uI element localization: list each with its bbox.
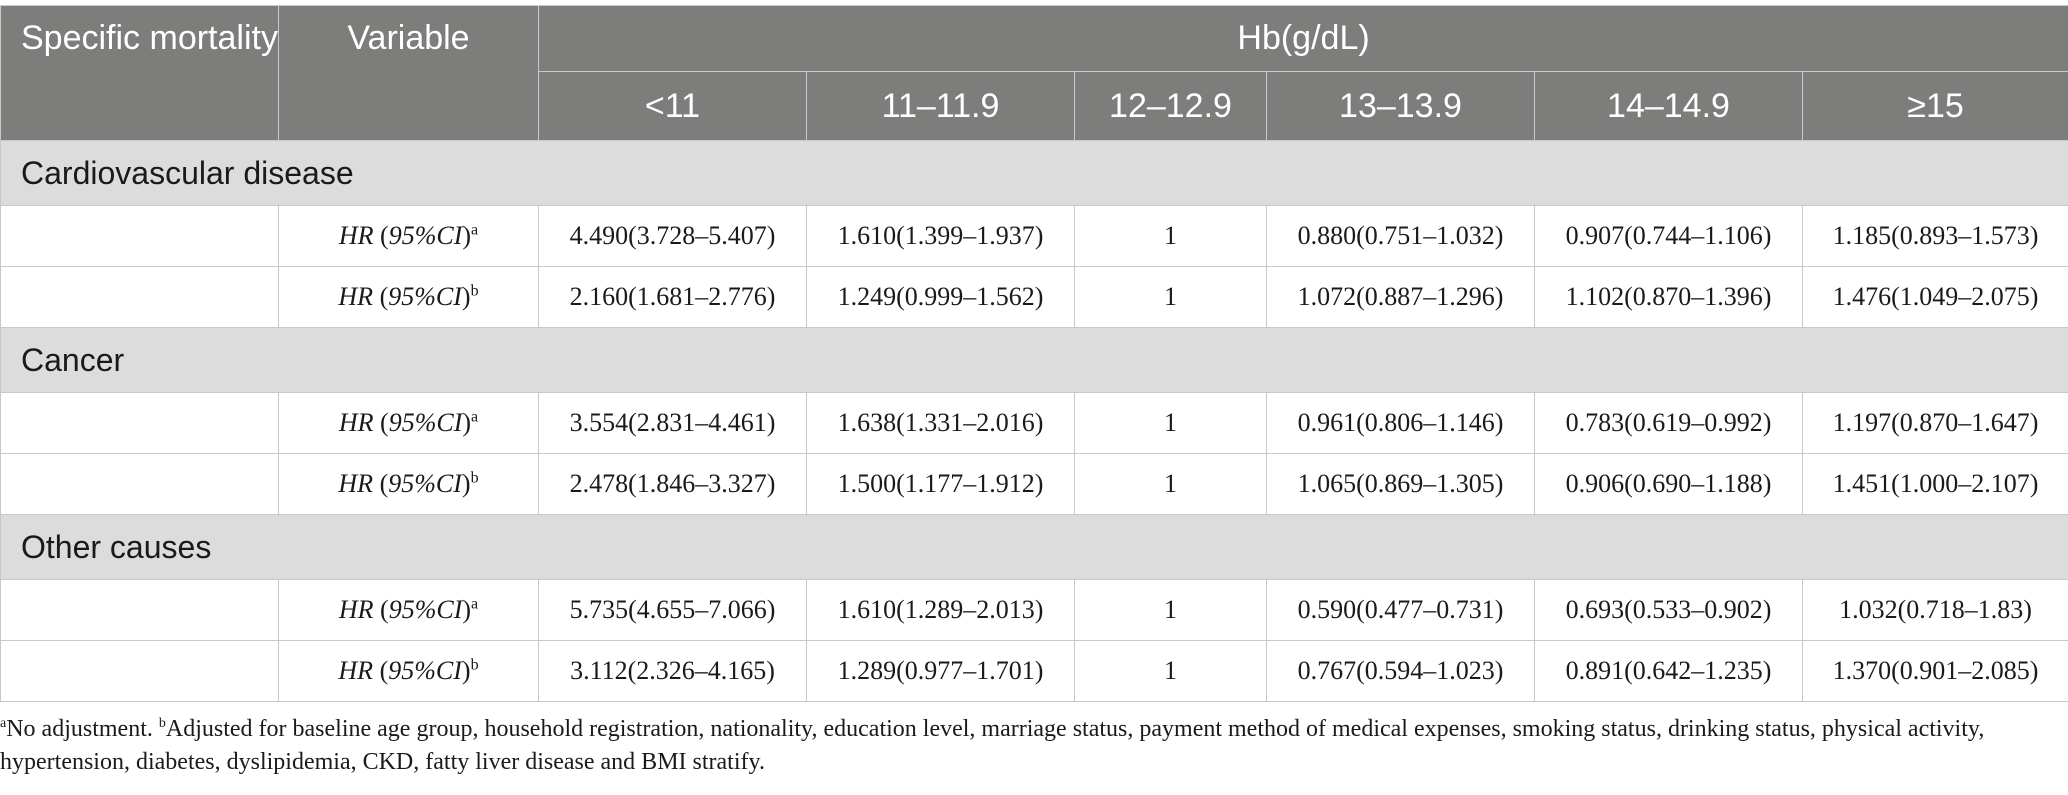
header-hb-group: 12–12.9 bbox=[1074, 71, 1267, 141]
value-cell: 0.767(0.594–1.023) bbox=[1266, 640, 1535, 702]
hr-label: HR bbox=[338, 469, 374, 498]
table-row: HR (95%CI)b 2.478(1.846–3.327) 1.500(1.1… bbox=[0, 453, 2068, 515]
footnote-marker: b bbox=[470, 282, 479, 300]
header-specific-mortality: Specific mortality bbox=[0, 5, 279, 141]
value-cell: 0.590(0.477–0.731) bbox=[1266, 579, 1535, 641]
value-cell: 1 bbox=[1074, 579, 1267, 641]
hr-label: HR bbox=[338, 656, 374, 685]
results-table-container: Specific mortality Variable Hb(g/dL) <11… bbox=[0, 5, 2068, 702]
header-hb: Hb(g/dL) bbox=[537, 5, 2068, 72]
footnote-marker: b bbox=[470, 656, 479, 674]
ci-label: 95%CI bbox=[388, 221, 463, 250]
footnote-marker: a bbox=[471, 221, 479, 239]
header-hb-group: 14–14.9 bbox=[1534, 71, 1803, 141]
footnote-marker: b bbox=[470, 469, 479, 487]
hr-mortality-table: Specific mortality Variable Hb(g/dL) <11… bbox=[0, 5, 2068, 702]
header-hb-group: ≥15 bbox=[1801, 71, 2068, 141]
hr-label: HR bbox=[338, 595, 374, 624]
value-cell: 1.476(1.049–2.075) bbox=[1801, 266, 2068, 328]
header-row: Specific mortality Variable Hb(g/dL) bbox=[0, 5, 2068, 141]
value-cell: 0.907(0.744–1.106) bbox=[1534, 205, 1803, 267]
value-cell: 1.451(1.000–2.107) bbox=[1801, 453, 2068, 515]
value-cell: 1.638(1.331–2.016) bbox=[806, 392, 1075, 454]
value-cell: 1.072(0.887–1.296) bbox=[1266, 266, 1535, 328]
value-cell: 2.478(1.846–3.327) bbox=[538, 453, 807, 515]
ci-label: 95%CI bbox=[388, 469, 462, 498]
header-hb-group: 11–11.9 bbox=[806, 71, 1075, 141]
ci-label: 95%CI bbox=[388, 408, 463, 437]
footnote-a-marker: a bbox=[0, 716, 7, 731]
section-title: Other causes bbox=[0, 514, 2068, 580]
value-cell: 3.554(2.831–4.461) bbox=[538, 392, 807, 454]
value-cell: 4.490(3.728–5.407) bbox=[538, 205, 807, 267]
footnote-marker: a bbox=[471, 595, 479, 613]
table-row: HR (95%CI)a 3.554(2.831–4.461) 1.638(1.3… bbox=[0, 392, 2068, 454]
header-hb-groups-row: <11 11–11.9 12–12.9 13–13.9 14–14.9 ≥15 bbox=[1, 71, 2068, 141]
empty-cell bbox=[0, 640, 279, 702]
table-footnote: aNo adjustment. bAdjusted for baseline a… bbox=[0, 713, 2060, 779]
empty-cell bbox=[0, 266, 279, 328]
value-cell: 1.185(0.893–1.573) bbox=[1801, 205, 2068, 267]
hr-label: HR bbox=[338, 221, 374, 250]
value-cell: 1 bbox=[1074, 453, 1267, 515]
variable-cell: HR (95%CI)b bbox=[278, 453, 539, 515]
variable-cell: HR (95%CI)a bbox=[278, 205, 539, 267]
value-cell: 0.906(0.690–1.188) bbox=[1534, 453, 1803, 515]
hr-label: HR bbox=[338, 282, 374, 311]
value-cell: 0.891(0.642–1.235) bbox=[1534, 640, 1803, 702]
value-cell: 1 bbox=[1074, 266, 1267, 328]
value-cell: 1.610(1.289–2.013) bbox=[806, 579, 1075, 641]
value-cell: 1.197(0.870–1.647) bbox=[1801, 392, 2068, 454]
section-row-cardiovascular: Cardiovascular disease bbox=[0, 140, 2068, 206]
hr-label: HR bbox=[338, 408, 374, 437]
section-row-cancer: Cancer bbox=[0, 327, 2068, 393]
value-cell: 0.783(0.619–0.992) bbox=[1534, 392, 1803, 454]
empty-cell bbox=[0, 579, 279, 641]
header-hb-group: <11 bbox=[538, 71, 807, 141]
footnote-b-text: Adjusted for baseline age group, househo… bbox=[0, 716, 1985, 775]
table-body: Cardiovascular disease HR (95%CI)a 4.490… bbox=[0, 140, 2068, 702]
value-cell: 0.961(0.806–1.146) bbox=[1266, 392, 1535, 454]
value-cell: 3.112(2.326–4.165) bbox=[538, 640, 807, 702]
value-cell: 1.289(0.977–1.701) bbox=[806, 640, 1075, 702]
value-cell: 1.610(1.399–1.937) bbox=[806, 205, 1075, 267]
table-header: Specific mortality Variable Hb(g/dL) <11… bbox=[0, 5, 2068, 141]
footnote-b-marker: b bbox=[158, 716, 166, 731]
header-variable: Variable bbox=[278, 5, 539, 141]
variable-cell: HR (95%CI)b bbox=[278, 266, 539, 328]
ci-label: 95%CI bbox=[388, 595, 463, 624]
table-row: HR (95%CI)b 2.160(1.681–2.776) 1.249(0.9… bbox=[0, 266, 2068, 328]
ci-label: 95%CI bbox=[388, 656, 462, 685]
table-row: HR (95%CI)b 3.112(2.326–4.165) 1.289(0.9… bbox=[0, 640, 2068, 702]
empty-cell bbox=[0, 453, 279, 515]
empty-cell bbox=[0, 205, 279, 267]
value-cell: 5.735(4.655–7.066) bbox=[538, 579, 807, 641]
value-cell: 1 bbox=[1074, 640, 1267, 702]
footnote-marker: a bbox=[471, 408, 479, 426]
value-cell: 1.032(0.718–1.83) bbox=[1801, 579, 2068, 641]
variable-cell: HR (95%CI)a bbox=[278, 392, 539, 454]
section-row-other-causes: Other causes bbox=[0, 514, 2068, 580]
header-hb-group: 13–13.9 bbox=[1266, 71, 1535, 141]
footnote-a-text: No adjustment. bbox=[6, 716, 159, 742]
value-cell: 1 bbox=[1074, 392, 1267, 454]
value-cell: 1.500(1.177–1.912) bbox=[806, 453, 1075, 515]
value-cell: 1.370(0.901–2.085) bbox=[1801, 640, 2068, 702]
value-cell: 1 bbox=[1074, 205, 1267, 267]
section-title: Cardiovascular disease bbox=[0, 140, 2068, 206]
table-row: HR (95%CI)a 4.490(3.728–5.407) 1.610(1.3… bbox=[0, 205, 2068, 267]
value-cell: 0.880(0.751–1.032) bbox=[1266, 205, 1535, 267]
value-cell: 1.065(0.869–1.305) bbox=[1266, 453, 1535, 515]
variable-cell: HR (95%CI)a bbox=[278, 579, 539, 641]
section-title: Cancer bbox=[0, 327, 2068, 393]
value-cell: 2.160(1.681–2.776) bbox=[538, 266, 807, 328]
empty-cell bbox=[0, 392, 279, 454]
value-cell: 1.102(0.870–1.396) bbox=[1534, 266, 1803, 328]
value-cell: 0.693(0.533–0.902) bbox=[1534, 579, 1803, 641]
value-cell: 1.249(0.999–1.562) bbox=[806, 266, 1075, 328]
table-row: HR (95%CI)a 5.735(4.655–7.066) 1.610(1.2… bbox=[0, 579, 2068, 641]
ci-label: 95%CI bbox=[388, 282, 462, 311]
variable-cell: HR (95%CI)b bbox=[278, 640, 539, 702]
